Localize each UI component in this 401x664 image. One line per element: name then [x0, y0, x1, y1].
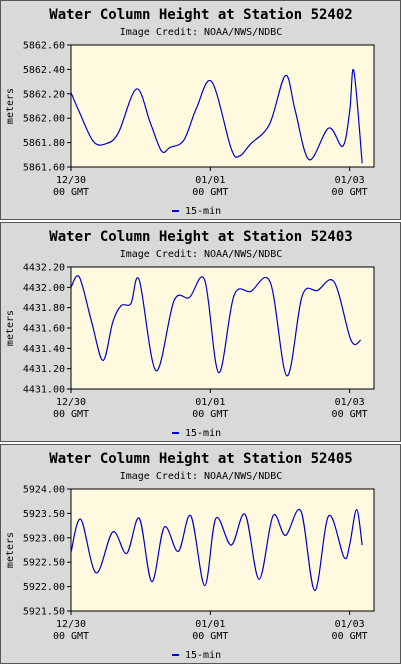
chart-title: Water Column Height at Station 52405 [49, 451, 352, 467]
x-tick-label-time: 00 GMT [192, 631, 228, 642]
y-axis-label: meters [5, 88, 16, 124]
series-line-15-min [70, 508, 363, 592]
legend-label: 15-min [185, 428, 221, 439]
y-tick-label: 5922.50 [23, 558, 65, 569]
x-tick-label-time: 00 GMT [332, 187, 368, 198]
y-tick-label: 4431.60 [23, 324, 65, 335]
y-tick-label: 4431.20 [23, 364, 65, 375]
chart-panel-52402: Water Column Height at Station 52402 Imag… [0, 0, 401, 220]
plot-area [70, 266, 375, 390]
y-tick-label: 4431.00 [23, 385, 65, 396]
plot-area [70, 44, 375, 168]
x-tick-label-date: 12/30 [56, 175, 86, 186]
x-tick-label-time: 00 GMT [332, 409, 368, 420]
x-tick-label-date: 01/01 [195, 175, 225, 186]
y-tick-label: 5922.00 [23, 582, 65, 593]
x-tick-label-time: 00 GMT [332, 631, 368, 642]
image-credit: Image Credit: NOAA/NWS/NDBC [120, 471, 283, 482]
y-axis-label: meters [5, 532, 16, 568]
y-tick-label: 4431.40 [23, 344, 65, 355]
x-tick-label-time: 00 GMT [53, 631, 89, 642]
y-tick-label: 5921.50 [23, 607, 65, 618]
x-tick-label-date: 01/03 [335, 397, 365, 408]
series-line-15-min [70, 68, 363, 164]
y-tick-label: 5923.00 [23, 533, 65, 544]
y-tick-label: 4432.20 [23, 263, 65, 274]
chart-title: Water Column Height at Station 52402 [49, 7, 352, 23]
y-tick-label: 5861.60 [23, 163, 65, 174]
series-line-15-min [70, 275, 362, 377]
y-tick-label: 4432.00 [23, 283, 65, 294]
x-tick-label-time: 00 GMT [192, 187, 228, 198]
x-tick-label-date: 01/01 [195, 397, 225, 408]
chart-panel-52403: Water Column Height at Station 52403 Imag… [0, 222, 401, 442]
y-tick-label: 5862.00 [23, 114, 65, 125]
y-axis-label: meters [5, 310, 16, 346]
legend-label: 15-min [185, 206, 221, 217]
y-tick-label: 5861.80 [23, 138, 65, 149]
x-tick-label-date: 01/03 [335, 619, 365, 630]
legend-label: 15-min [185, 650, 221, 661]
x-tick-label-time: 00 GMT [53, 409, 89, 420]
chart-title: Water Column Height at Station 52403 [49, 229, 352, 245]
x-tick-label-date: 01/03 [335, 175, 365, 186]
chart-svg: Water Column Height at Station 52403 Imag… [5, 229, 375, 439]
x-tick-label-time: 00 GMT [53, 187, 89, 198]
x-tick-label-time: 00 GMT [192, 409, 228, 420]
y-tick-label: 5862.40 [23, 65, 65, 76]
y-tick-label: 5862.60 [23, 41, 65, 52]
y-tick-label: 5862.20 [23, 89, 65, 100]
chart-svg: Water Column Height at Station 52405 Imag… [5, 451, 375, 661]
y-tick-label: 4431.80 [23, 303, 65, 314]
y-tick-label: 5923.50 [23, 509, 65, 520]
x-tick-label-date: 12/30 [56, 397, 86, 408]
chart-panel-52405: Water Column Height at Station 52405 Imag… [0, 444, 401, 664]
x-tick-label-date: 01/01 [195, 619, 225, 630]
x-tick-label-date: 12/30 [56, 619, 86, 630]
image-credit: Image Credit: NOAA/NWS/NDBC [120, 249, 283, 260]
y-tick-label: 5924.00 [23, 485, 65, 496]
image-credit: Image Credit: NOAA/NWS/NDBC [120, 27, 283, 38]
plot-area [70, 488, 375, 612]
chart-svg: Water Column Height at Station 52402 Imag… [5, 7, 375, 217]
